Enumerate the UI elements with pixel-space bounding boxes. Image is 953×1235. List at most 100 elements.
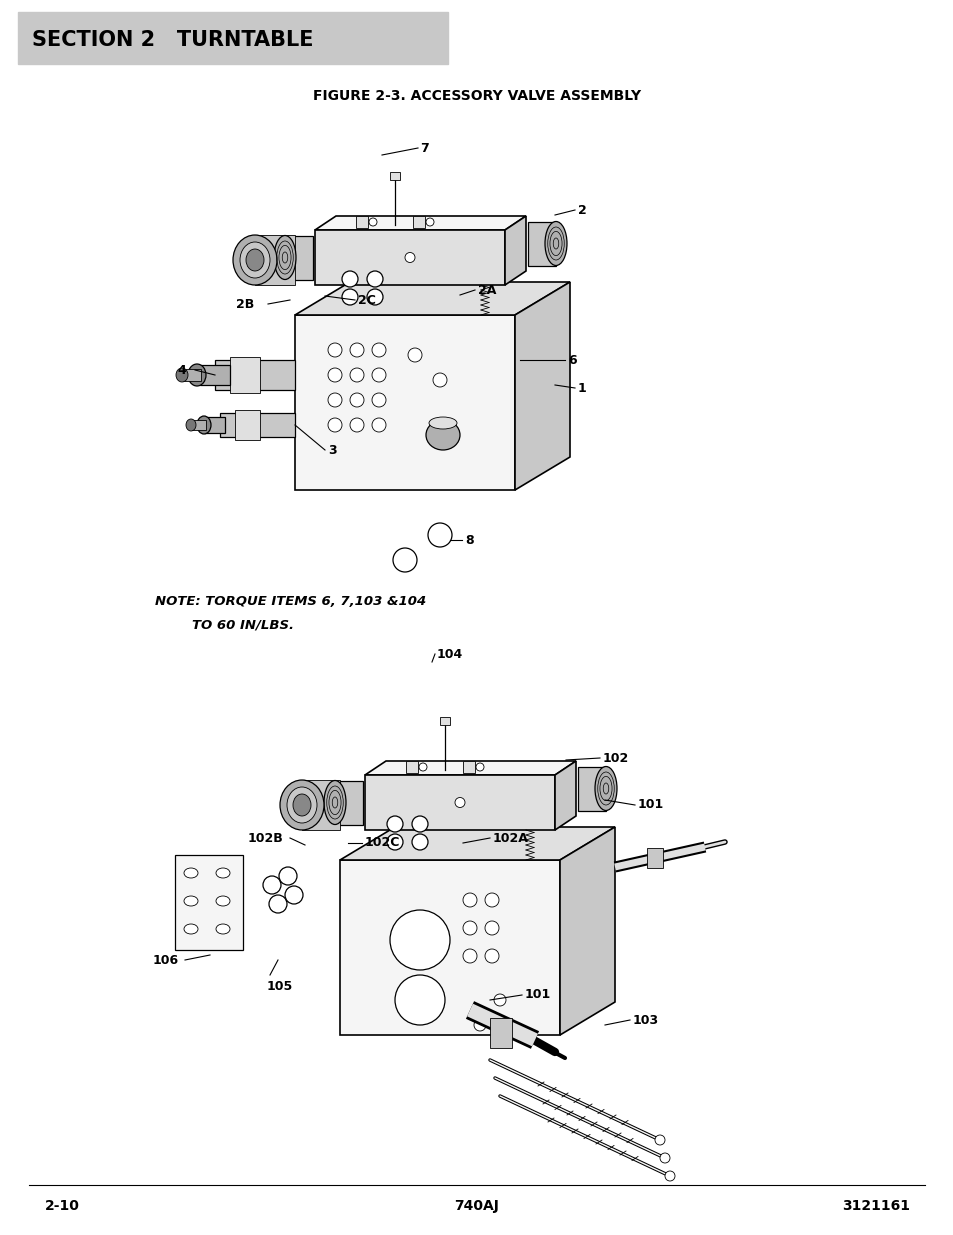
Circle shape	[412, 834, 428, 850]
Polygon shape	[504, 216, 525, 285]
Bar	[413, 216, 425, 228]
Circle shape	[350, 343, 364, 357]
Circle shape	[328, 417, 341, 432]
Bar	[390, 172, 399, 180]
Circle shape	[328, 343, 341, 357]
Bar	[200, 366, 230, 385]
Ellipse shape	[429, 417, 456, 429]
Text: 102A: 102A	[493, 831, 528, 845]
Ellipse shape	[233, 235, 276, 285]
Polygon shape	[365, 776, 555, 830]
Polygon shape	[314, 216, 525, 230]
Circle shape	[655, 1135, 664, 1145]
Bar	[285, 236, 313, 279]
Circle shape	[390, 910, 450, 969]
Circle shape	[418, 763, 427, 771]
Bar	[335, 781, 363, 825]
Text: 8: 8	[464, 534, 473, 547]
Bar	[214, 359, 294, 390]
Circle shape	[372, 417, 386, 432]
Circle shape	[395, 974, 444, 1025]
Circle shape	[484, 921, 498, 935]
Text: 2: 2	[578, 204, 586, 216]
Circle shape	[278, 867, 296, 885]
Circle shape	[428, 522, 452, 547]
Circle shape	[372, 343, 386, 357]
Circle shape	[462, 948, 476, 963]
Text: 4: 4	[177, 363, 186, 377]
Ellipse shape	[184, 897, 198, 906]
Circle shape	[405, 252, 415, 263]
Text: FIGURE 2-3. ACCESSORY VALVE ASSEMBLY: FIGURE 2-3. ACCESSORY VALVE ASSEMBLY	[313, 89, 640, 103]
Ellipse shape	[246, 249, 264, 270]
Circle shape	[387, 834, 402, 850]
Circle shape	[462, 921, 476, 935]
Bar	[183, 369, 201, 382]
Circle shape	[372, 368, 386, 382]
Bar	[220, 412, 294, 437]
Circle shape	[328, 393, 341, 408]
Polygon shape	[559, 827, 615, 1035]
Ellipse shape	[595, 767, 617, 810]
Ellipse shape	[280, 781, 324, 830]
Circle shape	[350, 393, 364, 408]
Ellipse shape	[324, 781, 346, 825]
Text: 105: 105	[267, 981, 293, 993]
Circle shape	[664, 1171, 675, 1181]
Text: 740AJ: 740AJ	[454, 1199, 499, 1213]
Circle shape	[455, 798, 464, 808]
Bar	[646, 848, 662, 868]
Text: 104: 104	[436, 647, 463, 661]
Bar	[18, 12, 448, 64]
Circle shape	[367, 289, 382, 305]
Ellipse shape	[215, 924, 230, 934]
Ellipse shape	[196, 416, 211, 433]
Circle shape	[659, 1153, 669, 1163]
Text: NOTE: TORQUE ITEMS 6, 7,103 &104: NOTE: TORQUE ITEMS 6, 7,103 &104	[154, 595, 426, 608]
Circle shape	[408, 348, 421, 362]
Text: 103: 103	[633, 1014, 659, 1026]
Text: TO 60 IN/LBS.: TO 60 IN/LBS.	[154, 618, 294, 631]
Text: 3121161: 3121161	[841, 1199, 909, 1213]
Circle shape	[462, 893, 476, 906]
Ellipse shape	[186, 419, 195, 431]
Circle shape	[367, 270, 382, 287]
Text: SECTION 2   TURNTABLE: SECTION 2 TURNTABLE	[32, 30, 314, 49]
Polygon shape	[339, 827, 615, 860]
Polygon shape	[314, 230, 504, 285]
Bar	[234, 410, 260, 440]
Bar	[490, 1018, 512, 1049]
Text: 106: 106	[152, 953, 179, 967]
Circle shape	[484, 948, 498, 963]
Ellipse shape	[240, 242, 270, 278]
Circle shape	[263, 876, 281, 894]
Bar	[439, 718, 450, 725]
Bar	[254, 235, 294, 285]
Polygon shape	[555, 761, 576, 830]
Ellipse shape	[184, 868, 198, 878]
Bar	[578, 767, 605, 810]
Ellipse shape	[184, 924, 198, 934]
Bar	[463, 761, 475, 773]
Bar	[205, 417, 225, 433]
Ellipse shape	[215, 868, 230, 878]
Circle shape	[350, 417, 364, 432]
Circle shape	[372, 393, 386, 408]
Text: 2B: 2B	[235, 298, 254, 310]
Text: 101: 101	[638, 799, 663, 811]
Text: 102B: 102B	[248, 831, 283, 845]
Polygon shape	[294, 282, 569, 315]
Ellipse shape	[274, 236, 295, 279]
Text: 2A: 2A	[477, 284, 496, 296]
Bar	[302, 781, 339, 830]
Bar	[230, 357, 260, 393]
Text: 3: 3	[328, 443, 336, 457]
Polygon shape	[339, 860, 559, 1035]
Text: 101: 101	[524, 988, 551, 1002]
Bar	[356, 216, 368, 228]
Bar	[527, 221, 556, 266]
Circle shape	[269, 895, 287, 913]
Circle shape	[494, 994, 505, 1007]
Ellipse shape	[188, 364, 206, 387]
Circle shape	[285, 885, 303, 904]
